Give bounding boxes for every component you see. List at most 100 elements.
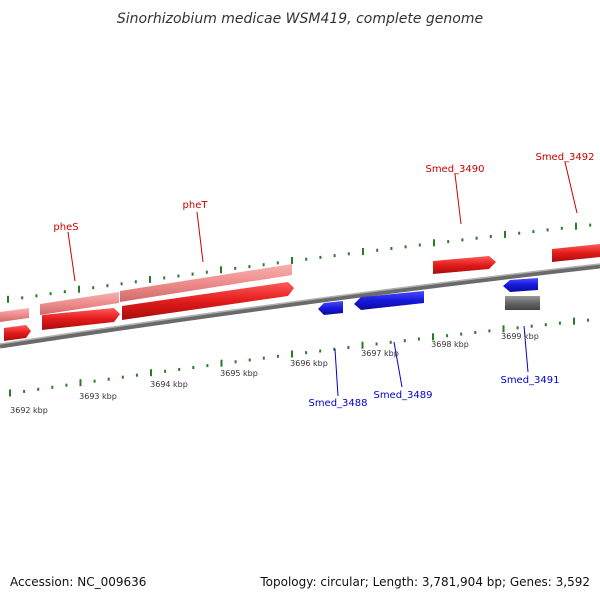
- gene-label-pheS[interactable]: pheS: [53, 222, 78, 233]
- minor-tick: [518, 231, 521, 235]
- minor-tick: [446, 334, 449, 338]
- genome-backbone: [0, 263, 600, 349]
- leader-line: [564, 161, 578, 214]
- minor-tick: [93, 379, 96, 383]
- gene-feature-Smed_3491[interactable]: [503, 278, 538, 292]
- major-tick: [575, 222, 577, 230]
- gene-feature-other[interactable]: [505, 296, 540, 310]
- minor-tick: [135, 373, 138, 377]
- minor-tick: [276, 261, 279, 265]
- major-tick: [433, 239, 435, 247]
- minor-tick: [49, 292, 52, 296]
- minor-tick: [447, 240, 450, 244]
- minor-tick: [375, 342, 378, 346]
- gene-label-Smed_3492[interactable]: Smed_3492: [535, 152, 594, 163]
- minor-tick: [319, 349, 322, 353]
- major-tick: [361, 341, 364, 349]
- major-tick: [291, 257, 293, 264]
- minor-tick: [333, 254, 336, 258]
- minor-tick: [92, 286, 95, 290]
- minor-tick: [389, 340, 392, 344]
- minor-tick: [544, 323, 547, 327]
- major-tick: [9, 389, 11, 397]
- gene-feature-Smed_3490[interactable]: [433, 256, 496, 274]
- reverse-tick-track: [9, 317, 590, 397]
- minor-tick: [587, 318, 590, 322]
- minor-tick: [417, 337, 420, 341]
- major-tick: [150, 369, 152, 377]
- minor-tick: [390, 247, 393, 250]
- major-tick: [149, 275, 151, 283]
- minor-tick: [319, 255, 322, 259]
- gene-feature[interactable]: [4, 325, 31, 341]
- minor-tick: [418, 243, 421, 247]
- minor-tick: [276, 354, 279, 358]
- minor-tick: [475, 236, 478, 240]
- minor-tick: [177, 274, 180, 278]
- minor-tick: [35, 294, 38, 298]
- scale-tick-label: 3698 kbp: [431, 340, 469, 349]
- minor-tick: [560, 226, 563, 230]
- scale-tick-label: 3693 kbp: [79, 392, 117, 401]
- leader-line: [334, 348, 339, 397]
- scale-tick-label: 3692 kbp: [10, 406, 48, 415]
- gene-label-Smed_3491[interactable]: Smed_3491: [500, 375, 559, 386]
- gene-feature-pheS[interactable]: [40, 292, 119, 315]
- scale-tick-label: 3696 kbp: [290, 359, 328, 368]
- minor-tick: [178, 367, 181, 371]
- gene-label-Smed_3490[interactable]: Smed_3490: [425, 164, 484, 175]
- major-tick: [362, 248, 364, 255]
- minor-tick: [106, 284, 109, 288]
- minor-tick: [558, 321, 561, 325]
- gene-label-pheT[interactable]: pheT: [183, 200, 209, 211]
- gene-feature[interactable]: [0, 308, 29, 322]
- minor-tick: [305, 257, 308, 261]
- minor-tick: [589, 223, 592, 227]
- minor-tick: [489, 235, 492, 238]
- gene-label-Smed_3489[interactable]: Smed_3489: [373, 390, 432, 401]
- minor-tick: [516, 326, 519, 330]
- minor-tick: [205, 270, 208, 274]
- major-tick: [504, 230, 506, 238]
- gene-feature-Smed_3488[interactable]: [318, 301, 343, 315]
- leader-line: [196, 211, 204, 263]
- major-tick: [79, 379, 82, 387]
- minor-tick: [376, 248, 379, 252]
- minor-tick: [262, 356, 265, 360]
- minor-tick: [23, 389, 26, 393]
- major-tick: [432, 333, 434, 341]
- major-tick: [220, 266, 222, 274]
- minor-tick: [262, 263, 265, 267]
- minor-tick: [474, 331, 477, 334]
- gene-feature-pheS-cds[interactable]: [42, 308, 120, 330]
- gene-label-Smed_3488[interactable]: Smed_3488: [308, 398, 367, 409]
- minor-tick: [305, 351, 308, 355]
- major-tick: [291, 350, 293, 358]
- minor-tick: [120, 282, 123, 286]
- minor-tick: [461, 238, 464, 242]
- leader-line: [454, 173, 462, 225]
- major-tick: [220, 359, 223, 367]
- gene-feature-pheT[interactable]: [120, 264, 292, 302]
- gene-feature-Smed_3489[interactable]: [354, 291, 424, 310]
- minor-tick: [63, 290, 66, 294]
- genome-summary-text: Topology: circular; Length: 3,781,904 bp…: [259, 575, 590, 589]
- map-title: Sinorhizobium medicae WSM419, complete g…: [117, 11, 483, 27]
- gene-feature-Smed_3492[interactable]: [552, 244, 600, 262]
- minor-tick: [107, 377, 110, 381]
- gene-feature-pheT-cds[interactable]: [122, 282, 294, 320]
- minor-tick: [164, 369, 167, 373]
- minor-tick: [37, 387, 40, 391]
- minor-tick: [134, 280, 137, 284]
- minor-tick: [546, 228, 549, 232]
- minor-tick: [530, 324, 533, 328]
- minor-tick: [404, 245, 407, 249]
- forward-tick-track: [7, 222, 592, 303]
- scale-tick-label: 3697 kbp: [361, 349, 399, 358]
- major-tick: [7, 295, 9, 303]
- minor-tick: [206, 364, 209, 368]
- leader-line: [67, 231, 76, 282]
- minor-tick: [163, 276, 166, 280]
- minor-tick: [347, 252, 350, 256]
